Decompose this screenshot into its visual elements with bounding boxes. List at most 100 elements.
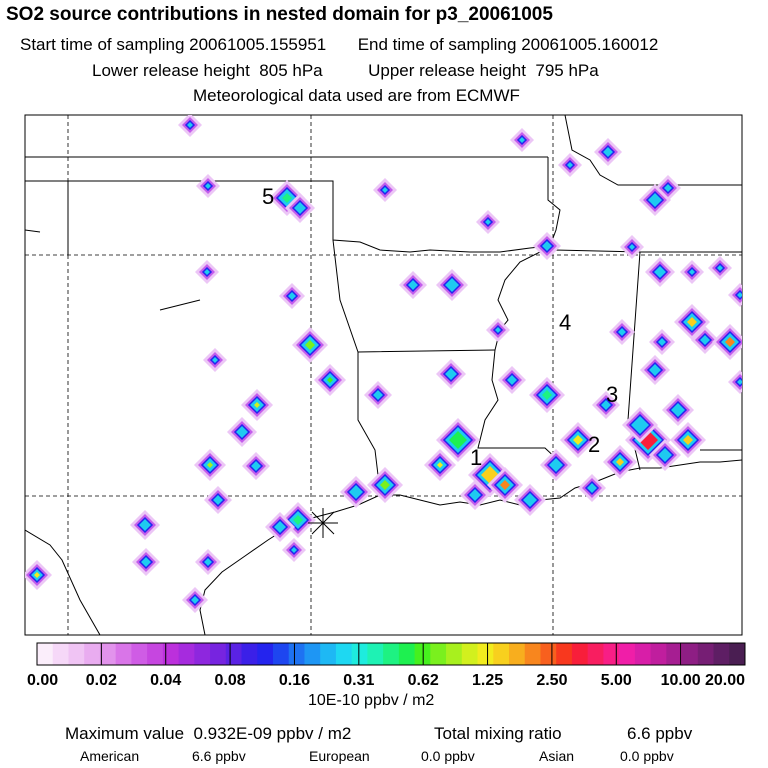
color-scale-swatch — [273, 643, 290, 665]
color-scale-swatch — [713, 643, 730, 665]
contribution-cell — [546, 455, 566, 475]
contribution-cell — [697, 332, 713, 348]
contribution-cell — [346, 482, 366, 502]
color-scale-tick-label: 0.16 — [279, 672, 310, 689]
color-scale-swatch — [37, 643, 54, 665]
contribution-cell — [405, 277, 421, 293]
max-value: 0.932E-09 ppbv / m2 — [193, 724, 352, 743]
color-scale-swatch — [99, 643, 117, 665]
contribution-cell — [520, 490, 540, 510]
color-scale-swatch — [288, 643, 305, 665]
color-scale-swatch — [162, 643, 180, 665]
contribution-cell — [293, 515, 303, 525]
color-scale-tick-label: 1.25 — [472, 672, 503, 689]
color-scale-swatch — [131, 643, 148, 665]
color-scale-ticks: 0.00 0.02 0.04 0.08 0.16 0.31 0.62 1.25 2.50 5.00… — [27, 643, 745, 689]
contribution-cell — [442, 275, 462, 295]
color-scale-tick-label: 0.62 — [408, 672, 439, 689]
contribution-cell — [210, 492, 226, 508]
source-label-5: 5 — [262, 184, 274, 209]
european-value: 0.0 ppbv — [421, 748, 475, 764]
source-label-2: 2 — [588, 432, 600, 457]
color-scale-bar — [37, 643, 746, 665]
contribution-cell — [668, 400, 688, 420]
color-scale-tick-label: 0.04 — [150, 672, 181, 689]
contribution-cell — [285, 289, 299, 303]
color-scale-swatch — [115, 643, 132, 665]
american-value: 6.6 ppbv — [192, 748, 246, 764]
contribution-cell — [645, 190, 665, 210]
contribution-cell — [714, 262, 726, 274]
minor-boundary — [25, 229, 201, 311]
max-value-line: Maximum value 0.932E-09 ppbv / m2 — [65, 724, 351, 744]
contribution-cell — [482, 216, 494, 228]
color-scale-swatch — [634, 643, 652, 665]
contribution-cell — [248, 458, 264, 474]
source-label-1: 1 — [470, 445, 482, 470]
color-scale-swatch — [351, 643, 368, 665]
color-scale-swatch — [84, 643, 101, 665]
color-scale-swatch — [619, 643, 636, 665]
color-scale-swatch — [210, 643, 227, 665]
state-border-arkansas-south — [332, 239, 496, 353]
max-value-label: Maximum value — [65, 724, 185, 743]
contribution-cell — [207, 462, 213, 468]
contribution-cell — [598, 397, 614, 413]
contribution-cell — [600, 144, 616, 160]
contribution-cell — [136, 516, 154, 534]
contribution-cell — [449, 431, 467, 449]
color-scale-unit: 10E-10 ppbv / m2 — [308, 692, 435, 709]
asian-value: 0.0 ppbv — [620, 748, 674, 764]
color-scale-tick-label: 5.00 — [601, 672, 632, 689]
contribution-cell — [184, 119, 196, 131]
contribution-cell — [379, 184, 391, 196]
color-scale-tick-label: 0.08 — [215, 672, 246, 689]
contribution-cell — [573, 435, 583, 445]
state-border-sabine — [357, 352, 379, 476]
lower-height-value: 805 hPa — [259, 61, 323, 80]
color-scale-swatch — [398, 643, 416, 665]
color-scale-swatch — [367, 643, 384, 665]
contribution-cell — [616, 458, 624, 466]
color-scale-tick-label: 2.50 — [536, 672, 567, 689]
color-scale-swatch — [68, 643, 85, 665]
contribution-field — [25, 115, 742, 613]
color-scale-tick-label: 0.02 — [86, 672, 117, 689]
color-scale-swatch — [493, 643, 510, 665]
contribution-cell — [683, 435, 693, 445]
contribution-cell — [542, 390, 552, 400]
contribution-cell — [305, 340, 315, 350]
color-scale-swatch — [225, 643, 243, 665]
sampling-times-line: Start time of sampling 20061005.155951 E… — [20, 35, 658, 55]
color-scale-swatch — [682, 643, 699, 665]
met-data-note: Meteorological data used are from ECMWF — [193, 86, 520, 105]
contribution-cell — [370, 387, 386, 403]
contribution-cell — [291, 199, 309, 217]
color-scale-swatch — [304, 643, 321, 665]
color-scale-swatch — [571, 643, 589, 665]
contribution-cell — [539, 238, 555, 254]
contribution-cell — [686, 266, 698, 278]
source-label-3: 3 — [606, 382, 618, 407]
color-scale-swatch — [556, 643, 573, 665]
contribution-cell — [380, 480, 390, 490]
state-border-louisiana-east — [477, 349, 561, 463]
color-scale-swatch — [241, 643, 258, 665]
contribution-cell — [564, 159, 576, 171]
asian-label: Asian — [539, 748, 575, 764]
contribution-cell — [504, 372, 520, 388]
end-time-label: End time of sampling — [357, 35, 517, 54]
end-time-value: 20061005.160012 — [521, 35, 659, 54]
color-scale-tick-label: 20.00 — [705, 672, 745, 689]
total-mixing-value: 6.6 ppbv — [627, 724, 693, 743]
rio-grande — [25, 529, 101, 635]
color-scale-frame — [36, 642, 746, 666]
plot-title: SO2 source contributions in nested domai… — [6, 4, 553, 25]
total-mixing-line: Total mixing ratio — [434, 724, 562, 744]
color-scale-tick-label: 0.31 — [343, 672, 374, 689]
color-scale-swatch — [430, 643, 447, 665]
contribution-cell — [201, 555, 215, 569]
color-scale-swatch — [461, 643, 479, 665]
release-heights-line: Lower release height 805 hPa Upper relea… — [92, 61, 599, 81]
color-scale-swatch — [147, 643, 164, 665]
